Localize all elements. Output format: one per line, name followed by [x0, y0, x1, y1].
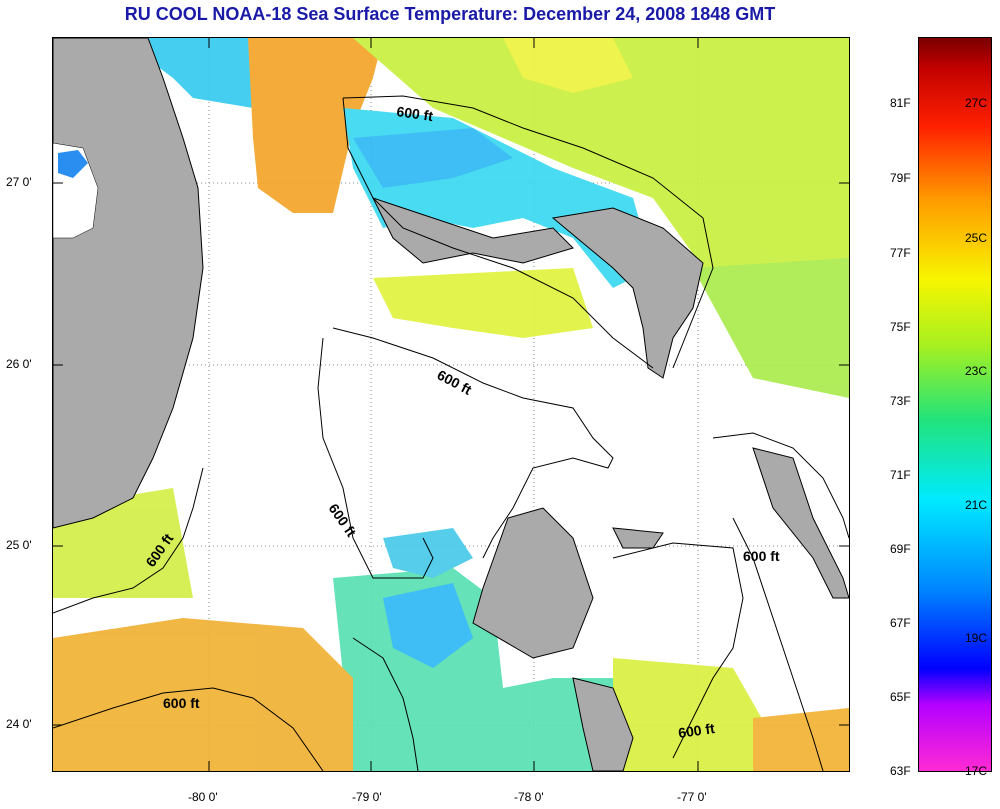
- contour-label: 600 ft: [677, 720, 716, 741]
- sst-patches: [53, 38, 849, 771]
- colorbar-f-label: 79F: [890, 171, 911, 185]
- latitude-label: 25 0': [6, 538, 32, 552]
- colorbar-c-label: 25C: [965, 231, 988, 245]
- colorbar-f-label: 73F: [890, 394, 911, 408]
- map-ticks: [53, 38, 849, 771]
- sst-map-canvas: 600 ft 600 ft 600 ft 600 ft 600 ft 600 f…: [53, 38, 849, 771]
- colorbar-f-label: 63F: [890, 764, 911, 778]
- colorbar-c-label: 21C: [965, 498, 988, 512]
- land-masses: [53, 38, 849, 771]
- colorbar-f-label: 71F: [890, 468, 911, 482]
- colorbar-f-label: 69F: [890, 542, 911, 556]
- longitude-label: -78 0': [514, 790, 544, 804]
- colorbar-c-label: 19C: [965, 631, 988, 645]
- contour-label: 600 ft: [435, 367, 475, 398]
- sst-map[interactable]: 600 ft 600 ft 600 ft 600 ft 600 ft 600 f…: [52, 37, 850, 772]
- colorbar-c-label: 27C: [965, 96, 988, 110]
- colorbar-f-label: 67F: [890, 616, 911, 630]
- colorbar-c-label: 23C: [965, 364, 988, 378]
- colorbar-f-label: 75F: [890, 320, 911, 334]
- colorbar-c-label: 17C: [965, 764, 988, 778]
- longitude-label: -79 0': [352, 790, 382, 804]
- inset-island: [53, 142, 99, 239]
- depth-contours: [53, 95, 849, 771]
- temperature-colorbar: [918, 37, 992, 772]
- contour-label: 600 ft: [163, 695, 200, 711]
- contour-label: 600 ft: [743, 548, 780, 564]
- contour-label: 600 ft: [326, 501, 360, 540]
- latitude-label: 27 0': [6, 175, 32, 189]
- latitude-label: 26 0': [6, 357, 32, 371]
- map-title: RU COOL NOAA-18 Sea Surface Temperature:…: [124, 4, 776, 24]
- colorbar-f-label: 65F: [890, 690, 911, 704]
- colorbar-f-label: 77F: [890, 246, 911, 260]
- latitude-label: 24 0': [6, 717, 32, 731]
- contour-label: 600 ft: [396, 103, 435, 124]
- colorbar-f-label: 81F: [890, 96, 911, 110]
- longitude-label: -80 0': [188, 790, 218, 804]
- longitude-label: -77 0': [677, 790, 707, 804]
